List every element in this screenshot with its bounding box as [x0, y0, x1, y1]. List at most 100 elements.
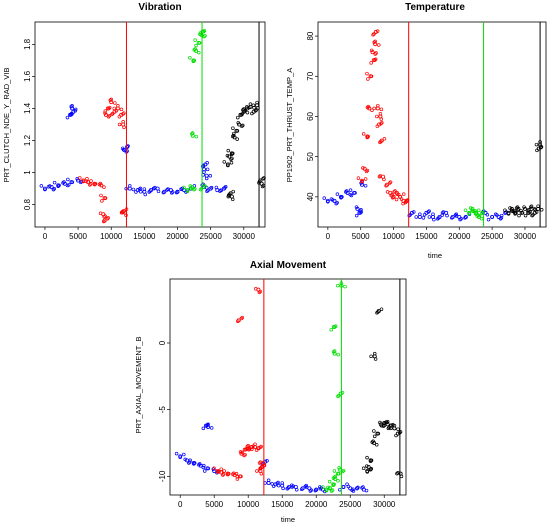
data-point [377, 122, 382, 127]
data-point [226, 472, 230, 477]
data-point [260, 184, 265, 189]
data-point [520, 211, 525, 215]
data-point [286, 486, 290, 490]
data-point [459, 217, 463, 221]
data-point [245, 106, 250, 111]
data-point [359, 210, 363, 214]
vibration-panel: Vibration PRT_CLUTCH_NDE_Y_RAD_VIB 0 5000… [2, 2, 266, 241]
data-point [231, 197, 235, 202]
data-point [529, 204, 534, 208]
data-point [238, 112, 243, 117]
data-point [454, 212, 459, 217]
data-point [332, 469, 337, 473]
data-point [204, 176, 209, 181]
data-point [365, 455, 369, 460]
data-point [476, 208, 481, 212]
data-point [170, 190, 175, 194]
data-point [464, 215, 468, 219]
axial-plot-frame [169, 278, 407, 496]
data-point [187, 460, 192, 464]
data-point [236, 120, 240, 125]
data-point [333, 324, 338, 328]
data-point [138, 186, 143, 191]
data-point [371, 439, 375, 443]
y-tick-label: 1.8 [23, 38, 32, 50]
data-point [121, 147, 126, 152]
data-point [191, 59, 196, 64]
data-point [250, 111, 254, 116]
data-point [387, 181, 392, 185]
data-point [238, 450, 243, 454]
y-tick-label: 1.6 [23, 70, 32, 82]
data-point [188, 458, 192, 463]
x-tick-label: 25000 [481, 232, 504, 241]
data-point [71, 109, 76, 114]
data-point [355, 486, 359, 491]
data-point [322, 196, 327, 200]
axial-ticks: 0 5000 10000 15000 20000 25000 30000 -10 -5 0 [158, 340, 396, 509]
data-point [202, 34, 206, 39]
data-point [515, 205, 520, 209]
data-point [399, 197, 404, 201]
data-point [308, 489, 313, 493]
data-point [135, 188, 140, 193]
y-tick-label: 1 [23, 170, 32, 175]
data-point [372, 429, 376, 433]
data-point [427, 215, 432, 219]
data-point [379, 107, 384, 112]
data-point [371, 58, 376, 63]
data-point [105, 106, 110, 111]
data-point [395, 471, 399, 476]
data-point [227, 193, 231, 198]
data-point [182, 185, 186, 190]
data-point [368, 467, 373, 472]
data-point [534, 142, 539, 147]
data-point [201, 465, 206, 470]
data-point [201, 426, 206, 431]
data-point [108, 98, 113, 103]
data-point [69, 111, 74, 116]
data-point [372, 434, 377, 439]
data-point [327, 486, 332, 491]
data-point [103, 112, 108, 117]
data-point [414, 215, 418, 219]
data-point [235, 137, 239, 141]
data-point [337, 393, 341, 398]
data-point [361, 466, 366, 471]
data-point [102, 185, 106, 189]
data-point [69, 180, 74, 185]
data-point [333, 325, 337, 329]
data-point [245, 110, 250, 115]
data-point [526, 210, 531, 215]
data-point [281, 486, 285, 491]
data-point [369, 467, 374, 471]
data-point [192, 461, 197, 465]
data-point [378, 174, 383, 178]
x-tick-label: 5000 [69, 232, 87, 241]
data-point [424, 210, 429, 215]
data-point [223, 185, 228, 189]
data-point [341, 485, 346, 489]
data-point [103, 196, 108, 200]
x-tick-label: 5000 [352, 232, 370, 241]
data-point [379, 423, 384, 428]
data-point [509, 206, 514, 211]
data-point [467, 210, 472, 215]
data-point [221, 473, 225, 477]
data-point [192, 187, 196, 192]
data-point [105, 217, 110, 221]
data-point [119, 210, 124, 215]
data-point [98, 211, 103, 216]
data-point [191, 460, 196, 465]
data-point [509, 208, 514, 212]
data-point [360, 178, 365, 183]
data-point [142, 187, 147, 191]
data-point [225, 162, 230, 167]
data-point [219, 188, 223, 193]
vibration-title: Vibration [138, 2, 181, 13]
data-point [76, 178, 81, 183]
data-point [240, 124, 244, 129]
data-point [477, 213, 482, 218]
data-point [231, 126, 235, 130]
data-point [66, 177, 70, 182]
